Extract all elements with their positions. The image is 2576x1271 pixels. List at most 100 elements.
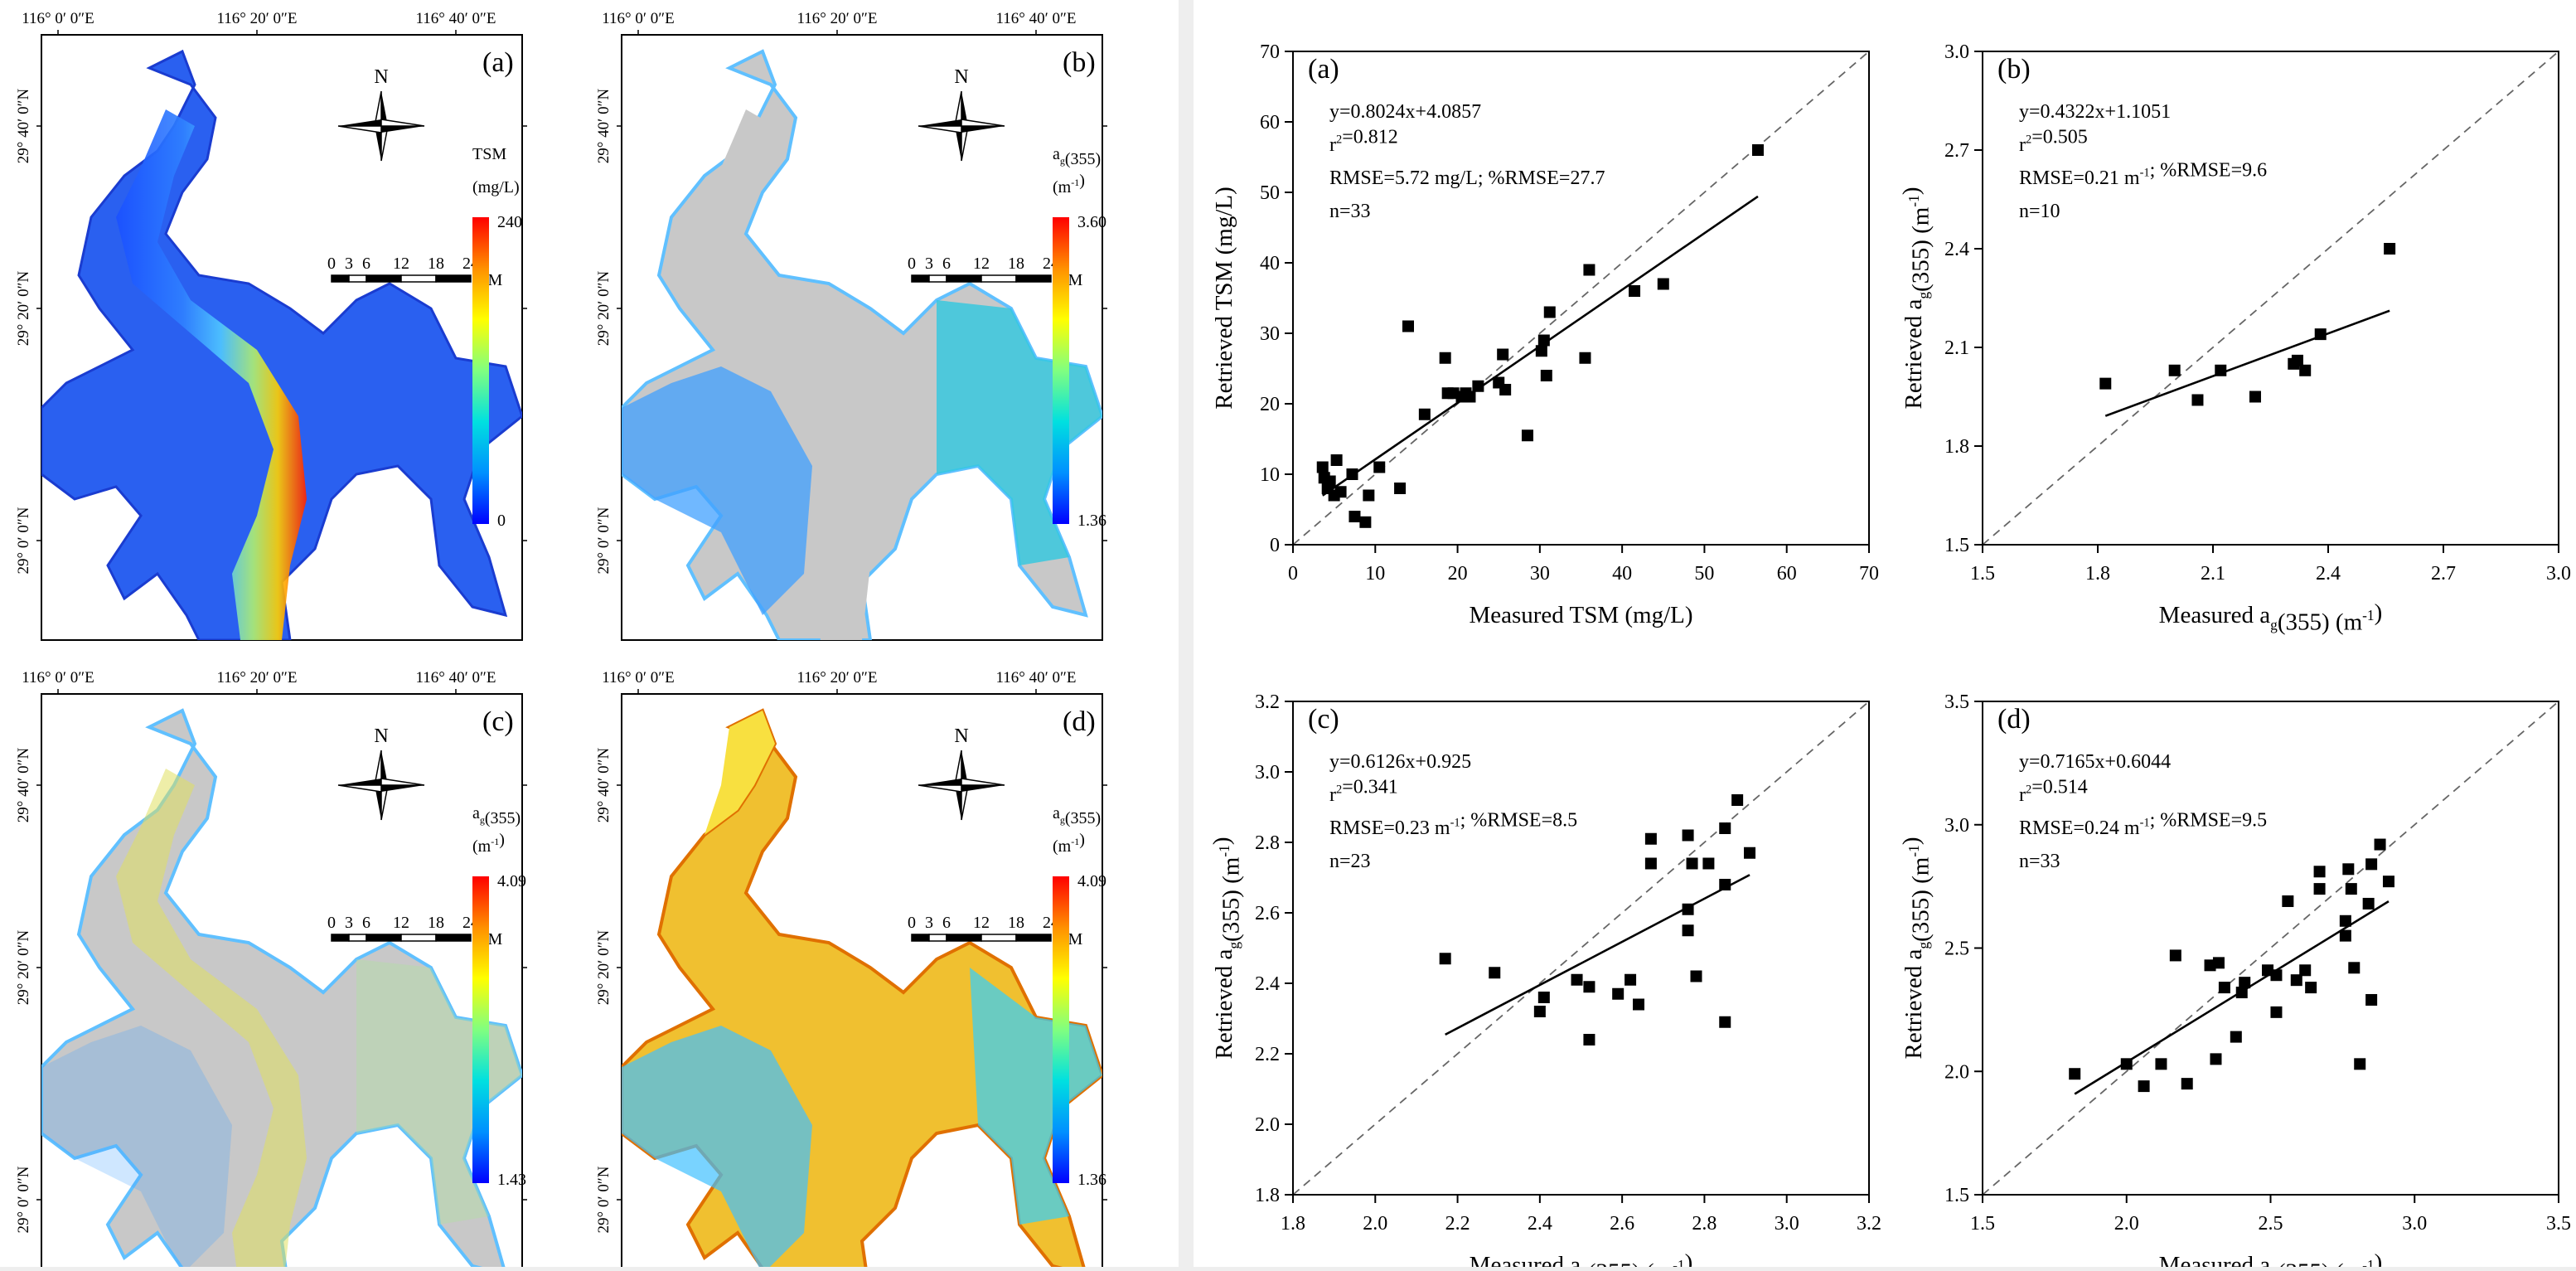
fit-annotation: RMSE=0.24 m-1; %RMSE=9.5 — [2019, 809, 2267, 839]
data-point — [2069, 1068, 2081, 1080]
legend-colorbar — [472, 217, 489, 524]
north-label: N — [374, 66, 388, 88]
data-point — [2099, 377, 2112, 390]
data-point — [2345, 883, 2357, 895]
lon-label: 116° 40′ 0″E — [415, 669, 496, 686]
legend: ag(355) (m-1) 4.09 1.36 — [1053, 804, 1106, 1189]
y-tick-label: 2.4 — [1944, 239, 1969, 260]
lat-label: 29° 0′ 0″N — [595, 1166, 613, 1233]
retrieved-area-west — [622, 366, 812, 615]
lon-label: 116° 20′ 0″E — [216, 10, 297, 27]
y-tick-label: 3.2 — [1255, 691, 1280, 713]
data-point — [2299, 364, 2312, 376]
data-point — [2313, 866, 2326, 878]
x-tick-label: 2.4 — [2316, 563, 2341, 585]
data-point — [1464, 391, 1476, 403]
x-tick-label: 50 — [1694, 563, 1714, 585]
data-point — [1629, 285, 1641, 297]
legend-max: 240 — [497, 213, 522, 231]
x-tick-label: 2.0 — [2114, 1213, 2139, 1235]
lat-label: 29° 0′ 0″N — [595, 507, 613, 574]
y-tick-label: 2.0 — [1255, 1114, 1280, 1136]
data-point — [2270, 969, 2283, 982]
data-point — [1316, 461, 1329, 473]
x-tick-label: 3.5 — [2546, 1213, 2571, 1235]
data-point — [2299, 964, 2312, 977]
data-point — [1633, 998, 1644, 1011]
x-tick-label: 10 — [1365, 563, 1385, 585]
scale-number: 6 — [362, 914, 370, 932]
data-point — [1439, 953, 1451, 965]
scale-number: 0 — [327, 255, 336, 273]
lat-label: 29° 0′ 0″N — [15, 1166, 32, 1233]
y-tick-label: 3.0 — [1944, 41, 1969, 63]
turbid-channel — [116, 109, 307, 640]
x-axis-label: Measured ag(355) (m-1) — [2159, 1249, 2383, 1267]
data-point — [1521, 429, 1533, 442]
data-point — [2210, 1053, 2222, 1065]
x-axis-label: Measured TSM (mg/L) — [1469, 602, 1692, 628]
lat-label: 29° 40′ 0″N — [15, 89, 32, 164]
data-point — [1394, 483, 1407, 494]
x-tick-label: 40 — [1612, 563, 1632, 585]
legend-unit: (mg/L) — [472, 178, 520, 196]
y-tick-label: 1.5 — [1944, 1185, 1969, 1206]
y-tick-label: 2.7 — [1944, 140, 1969, 162]
data-point — [1346, 468, 1358, 480]
data-point — [1418, 408, 1431, 420]
data-point — [2270, 1006, 2283, 1018]
scale-number: 3 — [345, 914, 353, 932]
data-point — [2365, 858, 2378, 871]
y-tick-label: 1.8 — [1944, 436, 1969, 458]
data-point — [1543, 306, 1556, 318]
scale-number: 12 — [973, 914, 990, 932]
x-tick-label: 2.6 — [1610, 1213, 1634, 1235]
channel-area — [116, 769, 307, 1271]
legend-title: ag(355) — [1053, 145, 1101, 168]
x-tick-label: 30 — [1530, 563, 1550, 585]
scatter-panel: 0 10 20 30 40 50 60 70 0 10 20 30 40 50 60 70 (a) y=0.802… — [1194, 0, 2576, 1271]
data-point — [2181, 1078, 2193, 1090]
plot-frame — [1982, 51, 2559, 546]
lon-label: 116° 0′ 0″E — [22, 10, 94, 27]
scatter-plot-3: 1.8 2.0 2.2 2.4 2.6 2.8 3.0 3.2 1.8 2.0 2.2 2.4 2.6 2… — [1208, 691, 1881, 1271]
data-point — [1373, 461, 1386, 473]
data-point — [1682, 903, 1694, 915]
data-point — [1535, 345, 1547, 357]
lon-label: 116° 20′ 0″E — [797, 10, 877, 27]
data-point — [1499, 384, 1512, 395]
x-tick-label: 3.0 — [2546, 563, 2571, 585]
lon-label: 116° 0′ 0″E — [602, 10, 675, 27]
data-point — [2314, 328, 2327, 341]
data-point — [2138, 1080, 2150, 1093]
data-point — [1533, 1006, 1546, 1017]
x-tick-label: 1.8 — [1281, 1213, 1305, 1235]
lon-label: 116° 40′ 0″E — [995, 669, 1076, 686]
y-tick-label: 3.0 — [1255, 762, 1280, 783]
data-point — [2169, 949, 2181, 962]
fit-annotation: y=0.4322x+1.1051 — [2019, 101, 2171, 123]
legend-min: 0 — [497, 512, 506, 530]
scale-number: 6 — [362, 255, 370, 273]
x-tick-label: 2.4 — [1528, 1213, 1552, 1235]
scale-number: 3 — [925, 914, 933, 932]
legend: TSM (mg/L) 240 0 — [472, 145, 522, 530]
retrieved-area-west — [41, 1026, 232, 1271]
lon-label: 116° 40′ 0″E — [415, 10, 496, 27]
map-label: (b) — [1063, 47, 1096, 78]
data-point — [1579, 352, 1591, 364]
legend-min: 1.36 — [1077, 1171, 1106, 1189]
data-point — [1682, 829, 1694, 842]
legend-unit: (m-1) — [1053, 172, 1085, 196]
data-point — [1537, 334, 1550, 347]
lon-label: 116° 20′ 0″E — [797, 669, 877, 686]
scale-number: 18 — [1008, 255, 1024, 273]
map-4: (d)N0 3 6 12 18 24KMag(355)(m-1)4.091.36116° … — [595, 669, 1107, 1271]
legend-unit: (m-1) — [472, 831, 505, 856]
x-tick-label: 2.8 — [1692, 1213, 1717, 1235]
y-tick-label: 10 — [1260, 464, 1280, 486]
legend-unit: (m-1) — [1053, 831, 1085, 856]
data-point — [2305, 982, 2317, 994]
